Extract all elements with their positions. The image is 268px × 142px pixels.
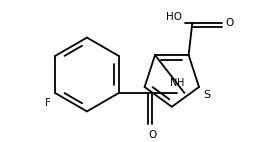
Text: HO: HO: [166, 12, 182, 22]
Text: O: O: [226, 18, 234, 28]
Text: S: S: [204, 90, 211, 100]
Text: O: O: [148, 130, 156, 140]
Text: H: H: [177, 78, 184, 88]
Text: N: N: [170, 78, 177, 88]
Text: F: F: [44, 98, 50, 107]
